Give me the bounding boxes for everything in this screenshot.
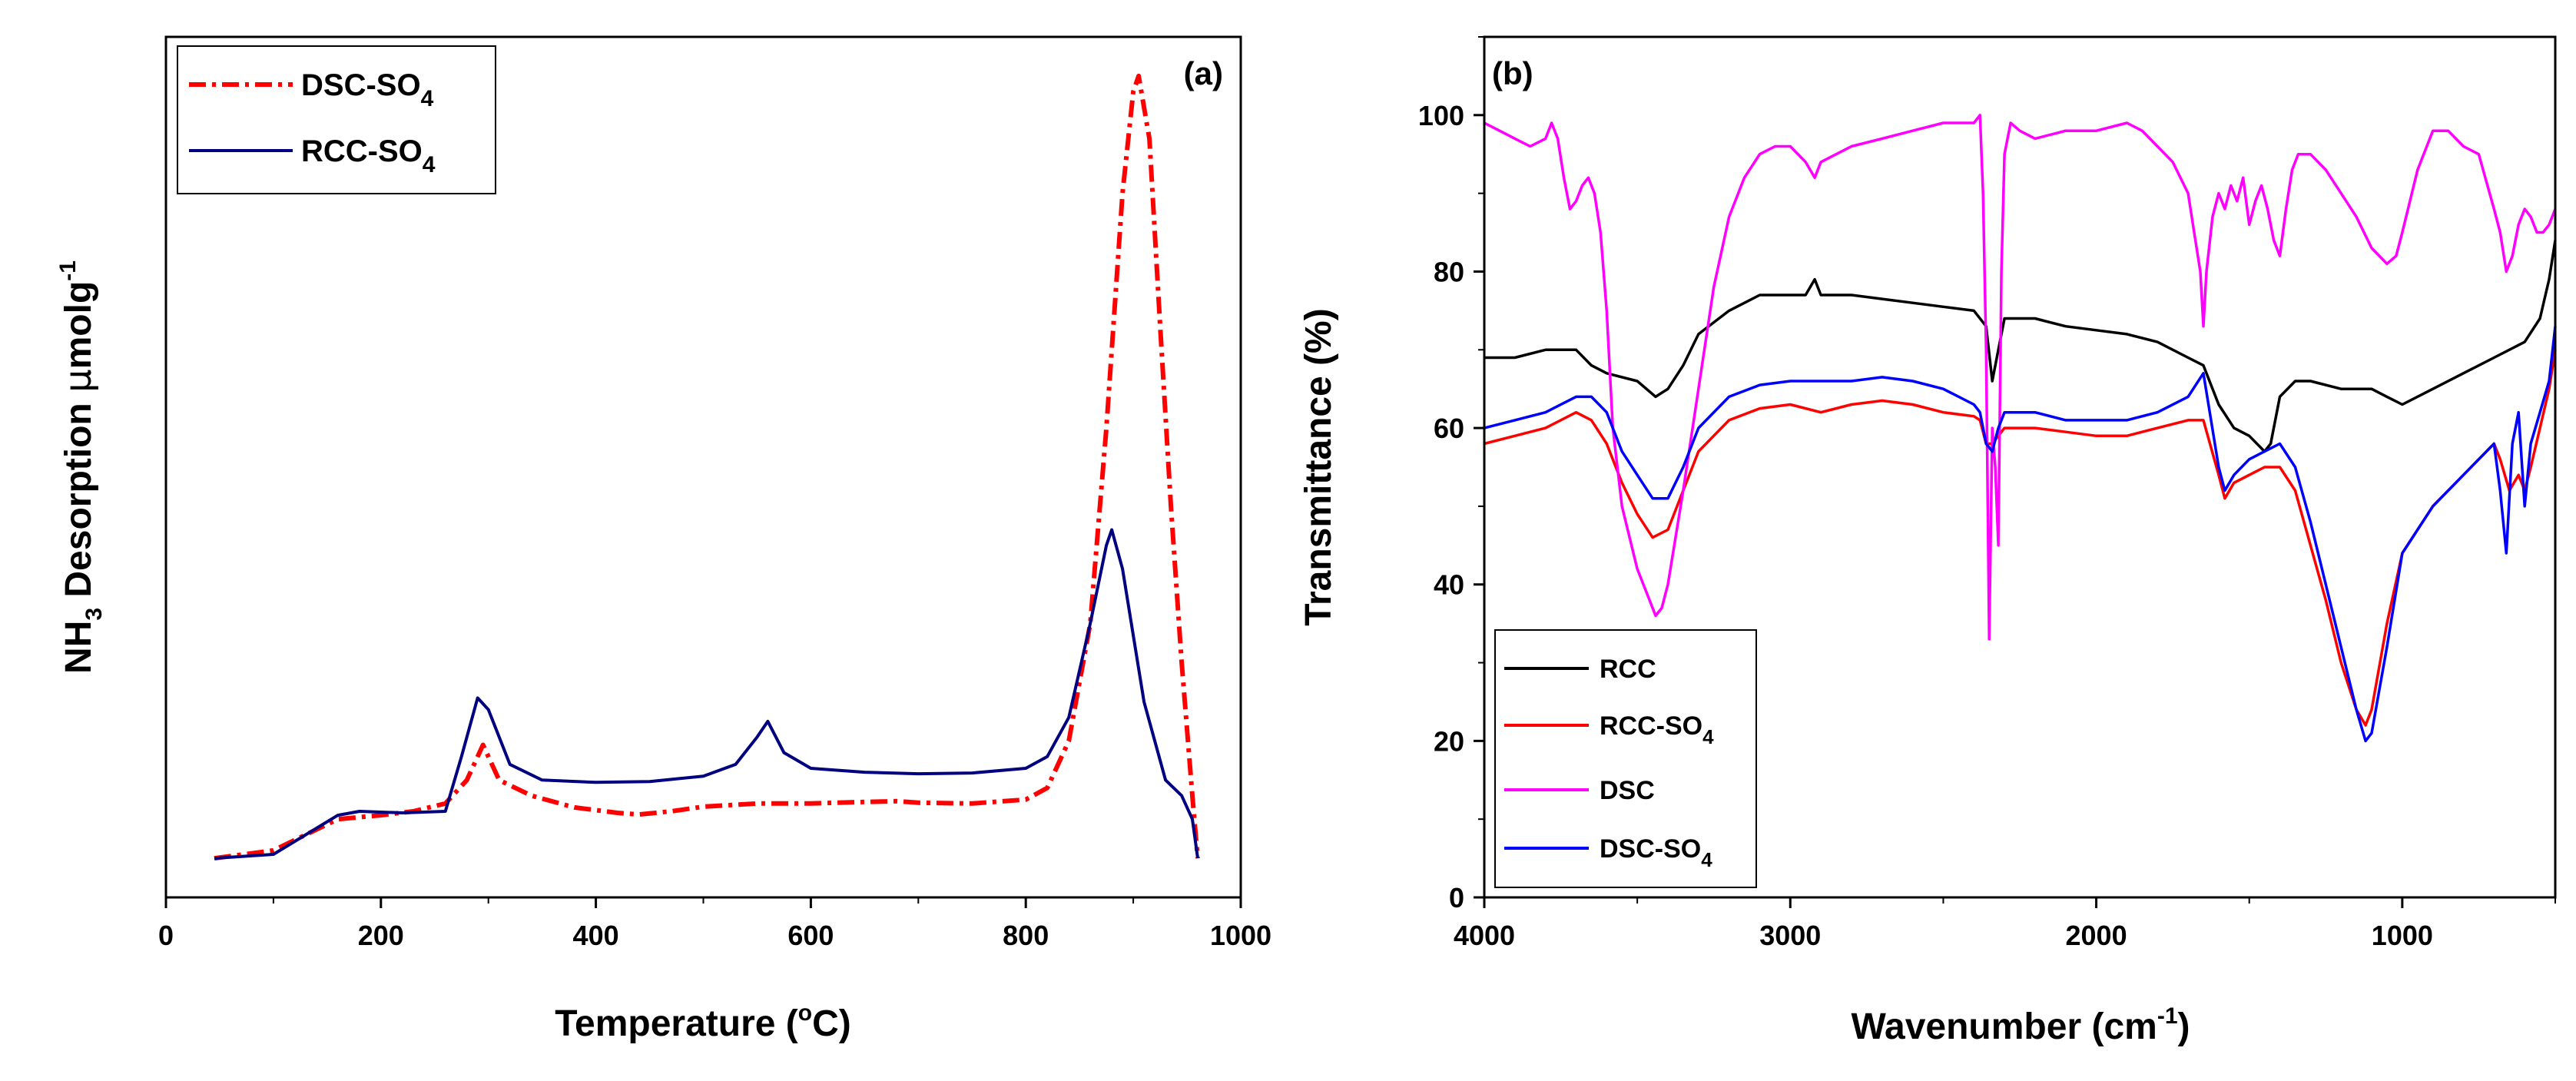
series-line-a-rcc-so4 bbox=[214, 528, 1199, 860]
series-line-a-dsc-so4 bbox=[214, 73, 1200, 861]
legend-label-dsc-so4: DSC-SO4 bbox=[301, 68, 434, 111]
y-tick-label-b-80: 80 bbox=[1434, 256, 1464, 287]
panel-a-y-axis-title: NH3 Desorption μmolg-1 bbox=[55, 260, 107, 674]
legend-label-dsc: DSC bbox=[1600, 776, 1655, 805]
legend-item-dsc-so4: DSC-SO4 bbox=[189, 68, 434, 111]
panel-a-x-ticks: 0 200 400 600 800 1000 bbox=[158, 897, 1271, 951]
panel-a-legend: DSC-SO4 RCC-SO4 bbox=[177, 45, 496, 194]
x-tick-label-a-200: 200 bbox=[358, 920, 404, 951]
legend-item-rcc-so4-b: RCC-SO4 bbox=[1504, 711, 1714, 748]
panel-a-tpd-chart: 0 200 400 600 800 1000 (a) Temperature (oC) N… bbox=[55, 35, 1271, 1044]
panel-b-y-ticks: 0 20 40 60 80 100 bbox=[1418, 36, 1484, 914]
panel-a-legend-box bbox=[177, 45, 496, 194]
legend-label-rcc-so4: RCC-SO4 bbox=[301, 134, 436, 177]
x-tick-label-b-3000: 3000 bbox=[1759, 920, 1821, 951]
x-tick-label-b-4000: 4000 bbox=[1454, 920, 1515, 951]
series-line-b-rcc bbox=[1484, 240, 2557, 453]
legend-label-rcc: RCC bbox=[1600, 655, 1656, 684]
series-line-b-dsc bbox=[1484, 114, 2557, 641]
y-tick-label-b-100: 100 bbox=[1418, 100, 1464, 131]
x-tick-label-a-600: 600 bbox=[787, 920, 834, 951]
legend-label-rcc-so4-b: RCC-SO4 bbox=[1600, 711, 1714, 748]
panel-b-plot-frame bbox=[1483, 35, 2557, 899]
y-tick-label-b-0: 0 bbox=[1449, 882, 1464, 914]
y-tick-label-b-40: 40 bbox=[1434, 569, 1464, 601]
panel-a-label: (a) bbox=[1184, 55, 1223, 91]
legend-label-dsc-so4-b: DSC-SO4 bbox=[1600, 834, 1712, 871]
y-tick-label-b-60: 60 bbox=[1434, 413, 1464, 444]
panel-b-x-axis-title: Wavenumber (cm-1) bbox=[1852, 1003, 2190, 1047]
y-tick-label-b-20: 20 bbox=[1434, 725, 1464, 757]
legend-item-dsc-so4-b: DSC-SO4 bbox=[1504, 834, 1712, 871]
panel-b-series-group bbox=[1484, 114, 2557, 743]
x-tick-label-a-0: 0 bbox=[158, 920, 174, 951]
panel-a-x-axis-title: Temperature (oC) bbox=[555, 1000, 851, 1044]
panel-b-legend: RCC RCC-SO4 DSC DSC-SO4 bbox=[1494, 629, 1757, 888]
x-tick-label-a-800: 800 bbox=[1003, 920, 1049, 951]
x-tick-label-b-2000: 2000 bbox=[2066, 920, 2127, 951]
series-line-b-dsc-so4 bbox=[1484, 326, 2557, 743]
legend-item-rcc-so4: RCC-SO4 bbox=[189, 134, 436, 177]
x-tick-label-b-1000: 1000 bbox=[2372, 920, 2433, 951]
legend-item-rcc: RCC bbox=[1504, 655, 1656, 684]
panel-a-series-group bbox=[214, 73, 1200, 861]
panel-b-legend-box bbox=[1494, 629, 1757, 888]
x-tick-label-a-400: 400 bbox=[573, 920, 619, 951]
panel-b-label: (b) bbox=[1492, 55, 1533, 91]
panel-b-ftir-chart: 4000 3000 2000 1000 0 20 40 60 80 100 (b) Wavenu… bbox=[1298, 35, 2557, 1047]
panel-b-x-ticks: 4000 3000 2000 1000 bbox=[1454, 897, 2556, 951]
legend-item-dsc: DSC bbox=[1504, 776, 1655, 805]
x-tick-label-a-1000: 1000 bbox=[1210, 920, 1271, 951]
panel-b-y-axis-title: Transmittance (%) bbox=[1298, 308, 1339, 625]
